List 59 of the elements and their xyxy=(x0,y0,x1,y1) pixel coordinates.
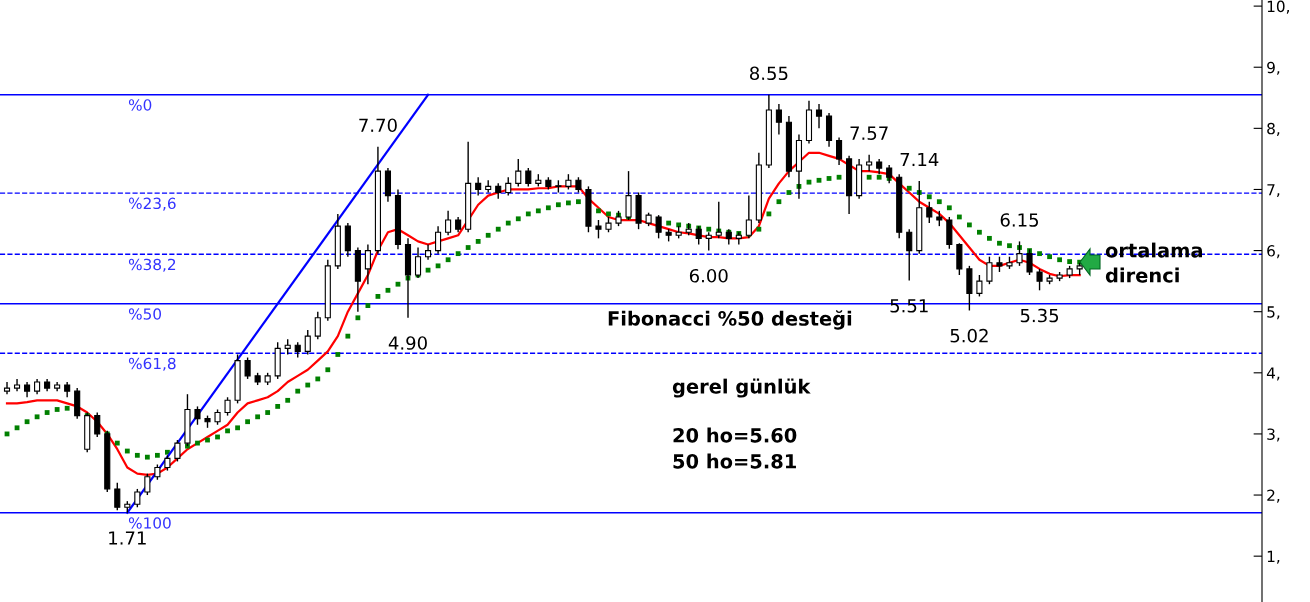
candlestick xyxy=(114,482,121,512)
candlestick xyxy=(314,311,321,340)
annotation: 8.55 xyxy=(750,66,788,81)
annotation: 1.71 xyxy=(109,531,146,545)
y-tick-label: 1, xyxy=(1267,550,1280,564)
y-tick-label: 6, xyxy=(1267,245,1280,259)
annotation: 6.15 xyxy=(1000,213,1039,227)
annotation: 4.90 xyxy=(388,336,427,350)
annotation: 50 ho=5.81 xyxy=(673,453,796,469)
candlestick xyxy=(775,103,782,136)
candlestick xyxy=(926,200,933,224)
annotation: gerel günlük xyxy=(672,378,811,398)
candlestick xyxy=(244,356,251,380)
annotation: %61,8 xyxy=(128,357,176,371)
y-tick-label: 8, xyxy=(1267,122,1280,136)
annotation: %23,6 xyxy=(128,197,176,211)
y-tick-label: 3, xyxy=(1267,428,1280,442)
candlestick xyxy=(1026,248,1033,276)
annotation: 20 ho=5.60 xyxy=(673,427,797,443)
candlestick xyxy=(435,225,442,255)
candlestick xyxy=(445,210,452,236)
y-tick-label: 2, xyxy=(1267,489,1280,503)
annotation: 7.57 xyxy=(850,126,888,141)
annotation: %0 xyxy=(128,99,152,111)
candlestick xyxy=(174,439,181,463)
candlestick xyxy=(525,167,532,188)
candlestick xyxy=(134,488,141,508)
y-tick-label: 4, xyxy=(1266,367,1280,381)
candlestick xyxy=(835,136,843,166)
y-tick-label: 7, xyxy=(1267,184,1280,198)
candlestick xyxy=(1036,268,1043,291)
candlestick xyxy=(906,228,913,282)
y-tick-label: 9, xyxy=(1267,61,1280,75)
candlestick xyxy=(364,243,371,285)
text: direnci xyxy=(1105,267,1179,283)
candlestick xyxy=(224,396,231,417)
y-tick-label: 10, xyxy=(1267,0,1289,14)
annotation: %100 xyxy=(128,517,171,529)
candlestick xyxy=(515,158,522,188)
candlestick xyxy=(866,153,873,172)
candlestick xyxy=(815,103,823,130)
annotation: Fibonacci %50 desteği xyxy=(608,310,852,330)
annotation: 7.14 xyxy=(900,152,939,167)
annotation: 6.00 xyxy=(689,268,728,283)
candlestick xyxy=(475,176,482,197)
candlestick xyxy=(144,472,151,496)
annotation: 7.70 xyxy=(359,118,397,133)
candlestick xyxy=(705,231,712,252)
annotation: 5.02 xyxy=(950,328,988,343)
candlestick xyxy=(505,176,512,197)
candlestick xyxy=(986,255,993,285)
y-tick-label: 5, xyxy=(1267,306,1280,320)
annotation: %50 xyxy=(128,308,162,320)
candlestick xyxy=(194,405,201,426)
annotation: 5.35 xyxy=(1020,308,1059,323)
annotation: %38,2 xyxy=(128,258,176,272)
candlestick xyxy=(304,329,311,356)
candlestick xyxy=(976,274,983,298)
candlestick xyxy=(595,219,602,240)
